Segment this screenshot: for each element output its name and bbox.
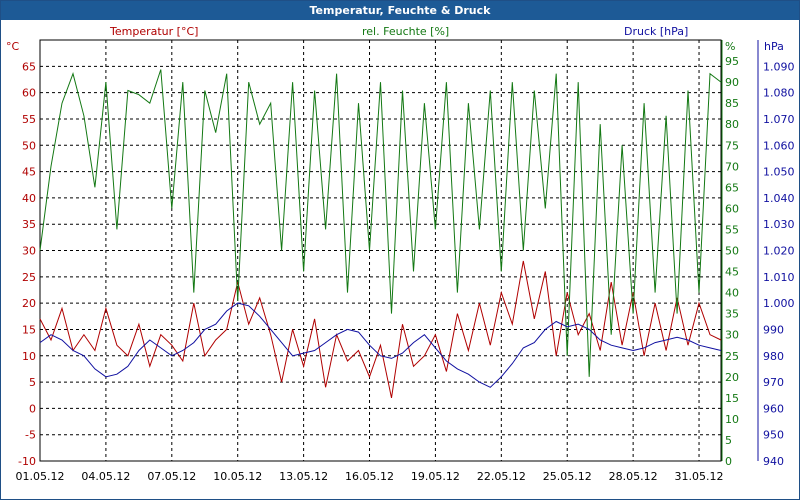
- middle-tick-label: 75: [725, 139, 739, 152]
- x-tick-label: 10.05.12: [213, 470, 262, 483]
- left-tick-label: 20: [22, 297, 36, 310]
- x-tick-label: 31.05.12: [675, 470, 724, 483]
- right-tick-label: 1.060: [763, 139, 795, 152]
- middle-tick-label: 30: [725, 329, 739, 342]
- right-tick-label: 1.050: [763, 166, 795, 179]
- humidity-axis-label: rel. Feuchte [%]: [362, 25, 449, 38]
- middle-tick-label: 25: [725, 350, 739, 363]
- left-tick-label: 45: [22, 166, 36, 179]
- right-tick-label: 940: [763, 455, 784, 468]
- left-tick-label: 50: [22, 139, 36, 152]
- middle-tick-label: 15: [725, 392, 739, 405]
- left-tick-label: 35: [22, 218, 36, 231]
- right-tick-label: 1.040: [763, 192, 795, 205]
- x-tick-label: 04.05.12: [81, 470, 130, 483]
- middle-tick-label: 45: [725, 266, 739, 279]
- middle-axis-unit: %: [725, 40, 735, 53]
- x-tick-label: 16.05.12: [345, 470, 394, 483]
- left-tick-label: 5: [29, 376, 36, 389]
- axis-labels: °C Temperatur [°C] rel. Feuchte [%] Druc…: [6, 25, 784, 53]
- middle-tick-label: 90: [725, 76, 739, 89]
- left-tick-label: 65: [22, 60, 36, 73]
- left-tick-label: -5: [25, 429, 36, 442]
- middle-tick-label: 50: [725, 245, 739, 258]
- middle-tick-label: 20: [725, 371, 739, 384]
- left-tick-label: 30: [22, 245, 36, 258]
- right-tick-label: 1.010: [763, 271, 795, 284]
- right-tick-label: 1.020: [763, 245, 795, 258]
- middle-tick-label: 65: [725, 181, 739, 194]
- x-tick-label: 22.05.12: [477, 470, 526, 483]
- middle-tick-label: 10: [725, 413, 739, 426]
- right-tick-label: 980: [763, 350, 784, 363]
- x-tick-label: 25.05.12: [543, 470, 592, 483]
- x-tick-label: 19.05.12: [411, 470, 460, 483]
- x-tick-label: 07.05.12: [147, 470, 196, 483]
- left-tick-label: 60: [22, 87, 36, 100]
- left-tick-label: 10: [22, 350, 36, 363]
- right-tick-label: 1.030: [763, 218, 795, 231]
- x-tick-label: 13.05.12: [279, 470, 328, 483]
- right-tick-label: 960: [763, 402, 784, 415]
- left-axis-unit: °C: [6, 40, 20, 53]
- right-tick-label: 1.090: [763, 60, 795, 73]
- temperature-axis-label: Temperatur [°C]: [109, 25, 198, 38]
- right-tick-label: 1.000: [763, 297, 795, 310]
- x-tick-label: 01.05.12: [16, 470, 65, 483]
- middle-tick-label: 70: [725, 160, 739, 173]
- right-tick-label: 990: [763, 323, 784, 336]
- right-tick-label: 1.070: [763, 113, 795, 126]
- middle-tick-label: 85: [725, 97, 739, 110]
- left-tick-label: 40: [22, 192, 36, 205]
- middle-tick-label: 60: [725, 202, 739, 215]
- middle-tick-label: 5: [725, 434, 732, 447]
- axes: 01.05.12 04.05.12 07.05.12 10.05.12 13.05.12…: [16, 40, 795, 483]
- series-lines: [39, 69, 722, 399]
- middle-tick-label: 35: [725, 308, 739, 321]
- humidity-series-line: [39, 69, 722, 377]
- right-tick-label: 970: [763, 376, 784, 389]
- right-axis-unit: hPa: [764, 40, 784, 53]
- pressure-series-line: [39, 302, 722, 388]
- middle-tick-label: 55: [725, 223, 739, 236]
- right-tick-label: 1.080: [763, 87, 795, 100]
- middle-tick-label: 80: [725, 118, 739, 131]
- x-tick-label: 28.05.12: [609, 470, 658, 483]
- middle-tick-label: 0: [725, 455, 732, 468]
- right-tick-label: 950: [763, 429, 784, 442]
- pressure-axis-label: Druck [hPa]: [624, 25, 688, 38]
- left-tick-label: 55: [22, 113, 36, 126]
- temperature-series-line: [39, 260, 722, 399]
- middle-tick-label: 95: [725, 55, 739, 68]
- window-title: Temperatur, Feuchte & Druck: [1, 1, 799, 20]
- middle-tick-label: 40: [725, 287, 739, 300]
- left-tick-label: -10: [18, 455, 36, 468]
- left-tick-label: 0: [29, 402, 36, 415]
- left-tick-label: 15: [22, 323, 36, 336]
- left-tick-label: 25: [22, 271, 36, 284]
